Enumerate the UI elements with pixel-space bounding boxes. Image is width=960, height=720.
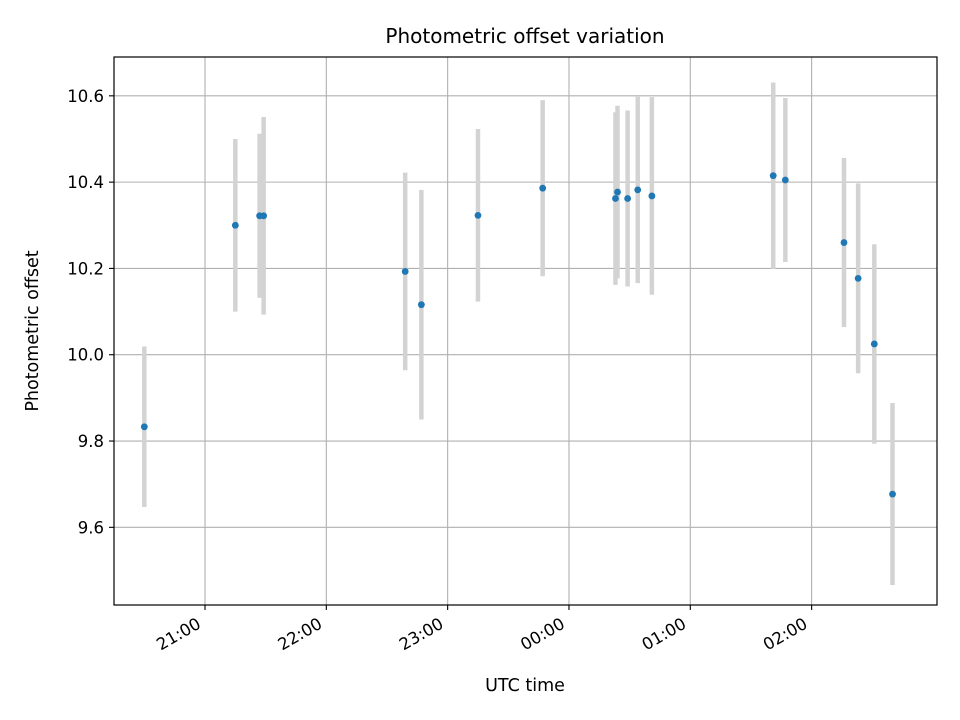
x-tick-label: 21:00 (153, 614, 204, 654)
y-tick-label: 10.6 (67, 87, 104, 106)
y-tick-label: 10.0 (67, 346, 104, 365)
y-tick-label: 9.8 (78, 432, 104, 451)
data-point (260, 212, 268, 220)
data-point (624, 195, 632, 202)
data-point (854, 274, 862, 282)
data-point (539, 184, 547, 192)
data-point (474, 211, 482, 219)
chart-title: Photometric offset variation (385, 24, 664, 48)
x-axis-label: UTC time (485, 676, 565, 696)
data-point (781, 176, 789, 184)
y-tick-label: 10.2 (67, 259, 104, 278)
data-point (417, 301, 425, 309)
y-tick-label: 10.4 (67, 173, 104, 192)
grid-lines (114, 57, 937, 605)
data-point (231, 221, 239, 229)
x-tick-label: 01:00 (639, 614, 690, 654)
data-point (889, 490, 896, 498)
plot-frame (113, 56, 938, 606)
y-tick-label: 9.6 (78, 518, 104, 537)
data-point (140, 423, 148, 431)
data-point (612, 195, 619, 202)
axis-ticks: 21:00 22:00 23:00 00:00 01:00 02:00 9.6 9.8 10.0… (67, 87, 813, 654)
data-point (614, 188, 621, 196)
x-tick-label: 22:00 (275, 614, 326, 654)
data-point (840, 239, 848, 246)
data-point (634, 186, 642, 194)
x-tick-label: 00:00 (517, 614, 568, 654)
x-tick-label: 02:00 (760, 614, 811, 654)
data-point (648, 192, 656, 200)
y-axis-label: Photometric offset (23, 250, 43, 411)
x-tick-label: 23:00 (396, 614, 447, 654)
error-bars (142, 82, 895, 586)
data-point (769, 172, 777, 180)
data-points (140, 172, 896, 498)
data-point (401, 268, 409, 275)
data-point (870, 340, 878, 348)
